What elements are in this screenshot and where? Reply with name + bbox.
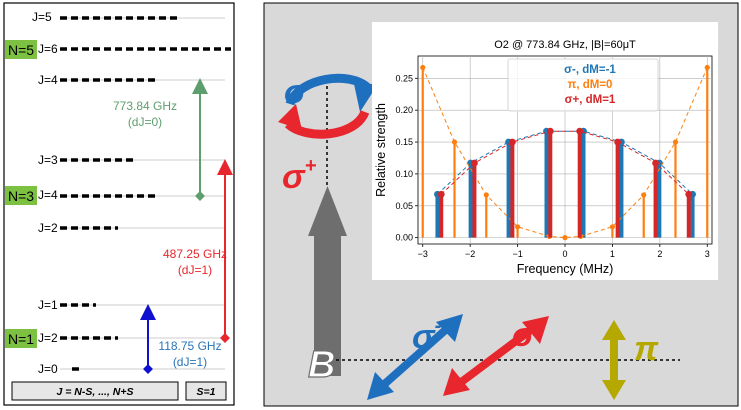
stem-marker	[420, 64, 426, 71]
pi-symbol: π	[634, 330, 659, 368]
transition-label-773ghz-rule: (dJ=0)	[128, 115, 162, 129]
n5-label: N=5	[8, 42, 34, 58]
n3-label: N=3	[8, 188, 34, 204]
j-rule-label: J = N-S, ..., N+S	[56, 386, 133, 398]
spin-label: S=1	[197, 386, 216, 398]
stem-marker	[546, 127, 554, 135]
stem-marker	[672, 139, 679, 145]
field-arrow-shaft	[314, 236, 341, 376]
field-arrow-head	[308, 186, 347, 236]
transition-label-118ghz-freq: 118.75 GHz	[158, 339, 221, 353]
j-rule-box	[11, 381, 179, 401]
x-tick-label: −3	[418, 249, 428, 259]
transition-label-487ghz-freq: 487.25 GHz	[163, 247, 227, 261]
level-label-n3-j3: J=3	[38, 153, 58, 167]
n1-label: N=1	[8, 331, 34, 347]
y-axis-label: Relative strength	[374, 103, 388, 197]
field-label-b: B	[308, 344, 335, 386]
stem-marker	[508, 138, 516, 146]
n1-label-box	[5, 329, 37, 348]
level-label-n1-j1: J=1	[38, 298, 58, 312]
spin-box	[185, 381, 227, 401]
series-envelope	[437, 130, 693, 195]
level-label-n3-j4: J=4	[38, 188, 58, 202]
stem-marker	[704, 64, 710, 71]
n3-label-box	[5, 186, 37, 205]
y-tick-label: 0.05	[395, 201, 413, 211]
stem-marker	[641, 192, 647, 198]
stem-marker	[685, 190, 693, 198]
x-axis-label: Frequency (MHz)	[517, 262, 614, 276]
stem-marker	[614, 138, 622, 146]
stem-marker	[451, 139, 458, 145]
transition-label-118ghz-rule: (dJ=1)	[173, 355, 207, 369]
stem-marker	[514, 224, 521, 230]
x-tick-label: −2	[465, 249, 475, 259]
y-tick-label: 0.15	[395, 137, 413, 147]
sigma-plus-symbol-top: σ+	[282, 155, 317, 196]
level-label-n5-j6: J=6	[38, 42, 58, 56]
level-label-n1-j0: J=0	[38, 362, 58, 376]
stem-marker	[609, 224, 616, 230]
legend-entry: σ-, dM=-1	[564, 64, 616, 76]
legend-box	[507, 58, 659, 112]
sigma-minus-symbol-top: σ-	[284, 70, 314, 111]
level-label-n5-j4: J=4	[38, 73, 58, 87]
chart-title: O2 @ 773.84 GHz, |B|=60μT	[494, 39, 636, 51]
stem-marker	[483, 192, 489, 198]
y-tick-label: 0.00	[395, 233, 413, 243]
stem-marker	[652, 159, 659, 167]
level-label-n5-j5: J=5	[32, 10, 52, 24]
x-tick-label: 2	[657, 249, 662, 259]
y-tick-label: 0.25	[395, 73, 413, 83]
legend-entry: π, dM=0	[568, 79, 613, 91]
x-tick-label: −1	[512, 249, 522, 259]
polarization-panel: σ- σ+ B σ- σ+ π −3 −2 −1 0 1 2 3 0.00 0.05 0.10 0.…	[263, 2, 739, 407]
stem-marker	[437, 190, 445, 198]
sigma-plus-rotation-head	[278, 104, 302, 130]
x-tick-label: 1	[610, 249, 615, 259]
y-tick-label: 0.10	[395, 169, 413, 179]
energy-level-panel: J=5 N=5 J=6 J=4 J=3 N=3 J=4 J=2 J=1 N=1 …	[3, 2, 235, 406]
transition-label-773ghz-freq: 773.84 GHz	[113, 99, 177, 113]
sigma-plus-double-arrow	[453, 322, 539, 390]
n5-label-box	[5, 40, 37, 59]
level-label-n3-j2: J=2	[38, 221, 58, 235]
legend-entry: σ+, dM=1	[565, 94, 616, 106]
stem-marker	[471, 159, 478, 167]
sigma-plus-symbol-bottom: σ+	[512, 313, 547, 354]
sigma-minus-rotation-arrow	[285, 73, 372, 106]
x-tick-label: 0	[562, 249, 567, 259]
sigma-minus-symbol-bottom: σ-	[412, 315, 442, 356]
series-envelope	[440, 130, 690, 195]
level-label-n1-j2: J=2	[38, 331, 58, 345]
x-tick-label: 3	[705, 249, 710, 259]
zeeman-stem-chart: −3 −2 −1 0 1 2 3 0.00 0.05 0.10 0.15 0.20 0.25 O2 @ 7…	[374, 39, 713, 276]
sigma-minus-double-arrow	[377, 323, 453, 391]
transition-label-487ghz-rule: (dJ=1)	[178, 263, 212, 277]
y-tick-label: 0.20	[395, 105, 413, 115]
sigma-plus-rotation-arrow	[284, 109, 370, 139]
stem-marker	[562, 235, 568, 241]
stem-marker	[576, 127, 584, 135]
